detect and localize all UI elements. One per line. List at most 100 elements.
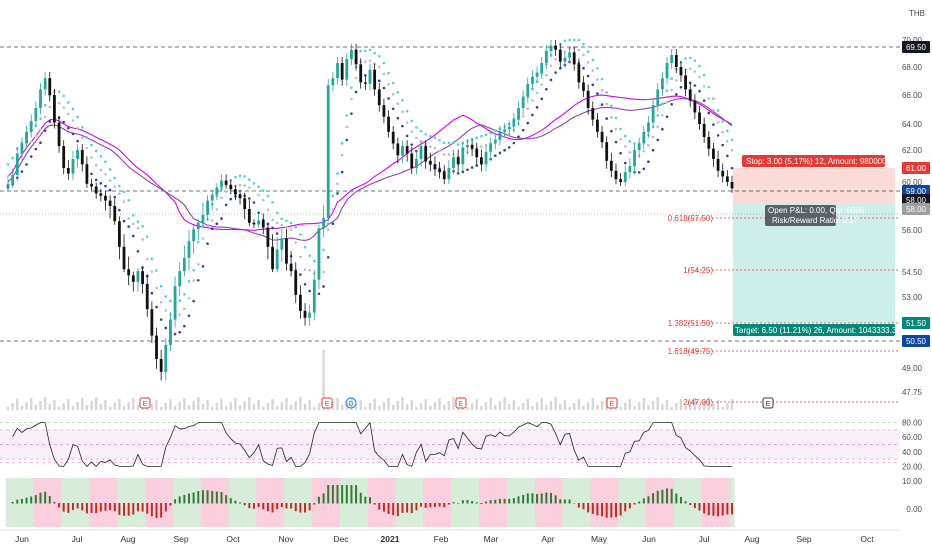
price-axis-tick: 49.00 [902,364,923,373]
ema-upper-dot [104,160,107,163]
ema-upper-dot [610,104,613,108]
ema-lower-dot [155,305,158,309]
candle [34,108,38,122]
volume-bar [266,403,270,410]
candle [117,221,121,247]
ema-lower-dot [526,121,530,125]
ema-lower-dot [494,154,497,157]
ema-upper-dot [90,143,93,147]
ema-mid-dot [665,100,669,104]
ema-mid-dot [220,196,223,200]
oscillator-bar [285,503,288,509]
ema-upper-dot [336,172,339,175]
volume-bar [248,397,251,410]
ema-lower-dot [132,234,135,238]
candle [479,157,483,165]
ema-lower-dot [623,161,627,165]
ema-lower-dot [707,111,711,115]
ema-lower-dot [350,112,353,115]
ema-lower-dot [545,87,548,91]
oscillator-bar [693,503,696,509]
ema-upper-dot [633,142,636,145]
ema-lower-dot [164,326,168,330]
oscillator-bar [387,503,390,514]
ema-upper-dot [368,48,372,52]
oscillator-bar [280,503,283,507]
volume-bar [665,400,669,410]
candle [192,229,196,242]
oscillator-bar [550,492,552,504]
candle [317,228,321,280]
ema-mid-dot [730,148,734,152]
candle [141,271,144,285]
volume-bar [702,401,706,410]
ema-mid-dot [582,53,585,57]
oscillator-bar [169,503,172,506]
ema-mid-dot [224,190,228,194]
ema-lower-dot [405,134,409,138]
oscillator-bar [206,490,209,504]
candle [57,122,61,147]
ema-upper-dot [377,54,381,58]
candle [340,63,344,80]
candle [294,271,298,295]
candle [712,148,715,159]
time-axis[interactable]: Jun Jul Aug Sep Oct Nov Dec 2021 Feb Mar Apr May Jun… [15,534,874,544]
ema-mid-dot [605,102,608,106]
ema-upper-dot [438,138,441,142]
oscillator-background-segment [395,478,401,527]
volume-bar [299,397,302,410]
candle [76,150,80,159]
candle [642,131,646,144]
candle [178,271,182,287]
volume-bar [549,401,553,410]
candle [493,139,497,144]
ema-lower-dot [299,273,302,276]
ema-mid-dot [196,263,200,266]
volume-bar [289,405,293,410]
oscillator-axis-tick: 0.00 [906,505,922,514]
ema-upper-dot [572,38,576,42]
ema-upper-dot [419,129,423,133]
ema-mid-dot [187,297,191,300]
ema-mid-dot [350,97,353,101]
oscillator-bar [104,503,107,511]
oscillator-bar [11,501,14,504]
candle [656,89,660,106]
oscillator-background-segment [590,478,596,527]
oscillator-bar [619,503,622,516]
candle [113,206,117,222]
oscillator-bar [498,498,501,504]
oscillator-bar [382,503,385,512]
ema-lower-dot [512,141,516,145]
candle [484,151,488,165]
ema-mid-dot [132,222,135,225]
oscillator-bar [721,503,724,516]
volume-bar [243,401,246,410]
ema-lower-dot [25,163,28,166]
candle [150,309,154,336]
oscillator-bar [554,495,557,504]
candle [285,238,288,264]
oscillator-bar [234,500,237,504]
ema-lower-dot [192,299,195,303]
ema-upper-dot [141,225,144,228]
fib-level-label: 1.382(51.50) [668,319,714,328]
candle [359,64,363,83]
oscillator-bar [322,493,325,504]
ema-lower-dot [354,90,358,94]
volume-bar [573,403,576,410]
candle [354,49,358,65]
ema-upper-dot [303,245,307,249]
oscillator-background-segment [581,478,587,527]
time-axis-tick: Jul [72,534,83,544]
ema-lower-dot [94,178,98,182]
volume-bar [484,402,488,410]
ema-upper-dot [150,257,154,261]
ema-mid-dot [623,145,627,148]
ema-lower-dot [651,148,655,152]
ema-mid-dot [261,198,265,202]
ema-mid-dot [113,185,117,188]
volume-bar [470,403,474,410]
